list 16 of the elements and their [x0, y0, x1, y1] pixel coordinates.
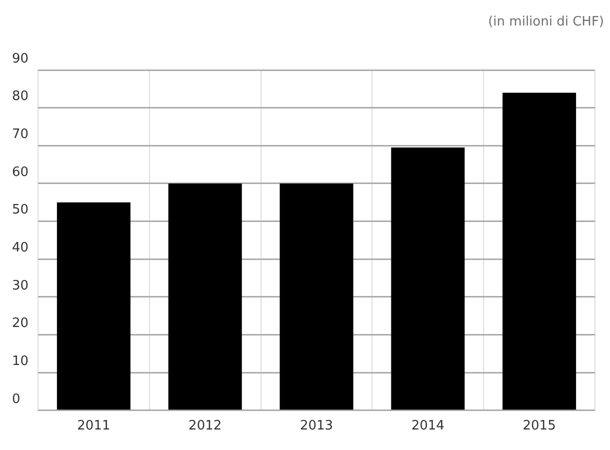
y-tick-label: 0: [12, 392, 20, 407]
y-tick-label: 30: [12, 278, 29, 294]
y-tick-label: 70: [12, 127, 29, 142]
y-tick-label: 20: [12, 316, 29, 332]
y-tick-label: 50: [12, 202, 29, 218]
y-tick-label: 60: [12, 164, 29, 180]
x-tick-label: 2013: [300, 418, 334, 434]
x-tick-label: 2011: [77, 418, 110, 434]
x-tick-label: 2015: [522, 418, 556, 434]
text: (in milioni di CHF): [488, 14, 604, 30]
y-tick-label: 40: [12, 240, 29, 256]
y-tick-label: 90: [12, 51, 29, 66]
x-tick-label: 2014: [411, 418, 444, 434]
y-tick-label: 80: [12, 89, 29, 104]
y-tick-label: 10: [12, 354, 29, 369]
x-tick-label: 2012: [188, 418, 222, 434]
